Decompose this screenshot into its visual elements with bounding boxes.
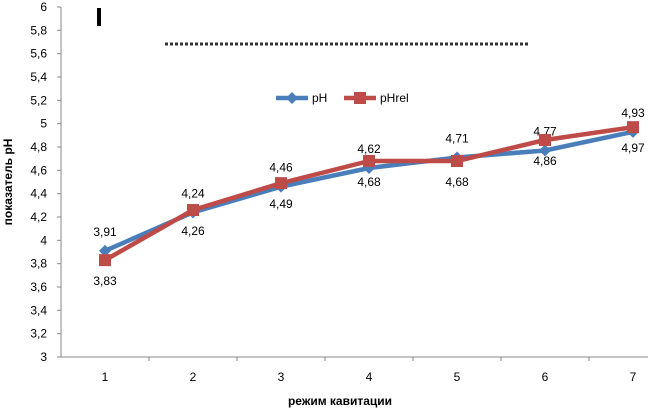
data-point-pH <box>99 244 111 257</box>
data-label-pHrel: 4,26 <box>181 224 205 238</box>
y-tick-label: 5,4 <box>30 70 47 84</box>
x-tick-label: 1 <box>102 370 109 384</box>
legend: pH pHrel <box>276 91 409 105</box>
legend-label-pH: pH <box>312 91 327 105</box>
y-tick-label: 4 <box>40 233 47 247</box>
y-tick-label: 3 <box>40 350 47 364</box>
y-tick-label: 3,4 <box>30 303 47 317</box>
y-tick-label: 4,6 <box>30 163 47 177</box>
data-label-pH: 4,93 <box>621 106 645 120</box>
y-tick-label: 5,8 <box>30 23 47 37</box>
x-axis-label: режим кавитации <box>288 394 392 408</box>
data-label-pHrel: 4,49 <box>269 197 293 211</box>
data-point-pHrel <box>187 204 199 216</box>
y-tick-label: 3,6 <box>30 280 47 294</box>
data-label-pH: 4,46 <box>269 161 293 175</box>
y-axis-label: показатель pH <box>1 139 15 226</box>
legend-label-pHrel: pHrel <box>380 91 409 105</box>
y-tick-label: 5 <box>40 117 47 131</box>
y-tick-label: 4,4 <box>30 187 47 201</box>
legend-marker-pHrel <box>354 92 366 104</box>
x-tick-label: 5 <box>454 370 461 384</box>
y-tick-label: 5,2 <box>30 93 47 107</box>
data-point-pHrel <box>539 134 551 146</box>
y-tick-label: 3,8 <box>30 257 47 271</box>
data-label-pH: 4,62 <box>357 142 381 156</box>
data-label-pHrel: 4,68 <box>445 175 469 189</box>
y-tick-label: 4,2 <box>30 210 47 224</box>
x-tick-label: 2 <box>190 370 197 384</box>
data-label-pHrel: 3,83 <box>93 274 117 288</box>
data-label-pH: 4,24 <box>181 186 205 200</box>
data-label-pHrel: 4,86 <box>533 154 557 168</box>
x-tick-label: 3 <box>278 370 285 384</box>
data-label-pHrel: 4,97 <box>621 141 645 155</box>
y-tick-label: 5,6 <box>30 47 47 61</box>
series-group: 3,914,244,464,624,71 4,774,933,834,264,49… <box>93 106 645 288</box>
legend-marker-pH <box>286 92 298 104</box>
title-fragment-mark <box>97 8 101 26</box>
data-point-pHrel <box>99 254 111 267</box>
data-label-pH: 4,71 <box>445 132 469 146</box>
y-axis: 3 3,2 3,4 3,6 3,8 4 4,2 4,4 4,6 4,8 5 5,2 5,4 5,6 5,8 6 <box>30 0 62 364</box>
y-tick-label: 4,8 <box>30 140 47 154</box>
data-label-pH: 3,91 <box>93 225 117 239</box>
data-point-pH <box>539 144 551 157</box>
data-point-pHrel <box>627 121 639 134</box>
data-label-pHrel: 4,68 <box>357 175 381 189</box>
data-point-pHrel <box>363 155 375 167</box>
x-axis: 1 2 3 4 5 6 7 <box>61 356 648 384</box>
x-tick-label: 6 <box>542 370 549 384</box>
y-tick-label: 6 <box>40 0 47 14</box>
x-tick-label: 4 <box>366 370 373 384</box>
x-tick-label: 7 <box>630 370 637 384</box>
y-tick-label: 3,2 <box>30 327 47 341</box>
data-point-pHrel <box>451 155 463 167</box>
data-point-pHrel <box>275 177 287 190</box>
